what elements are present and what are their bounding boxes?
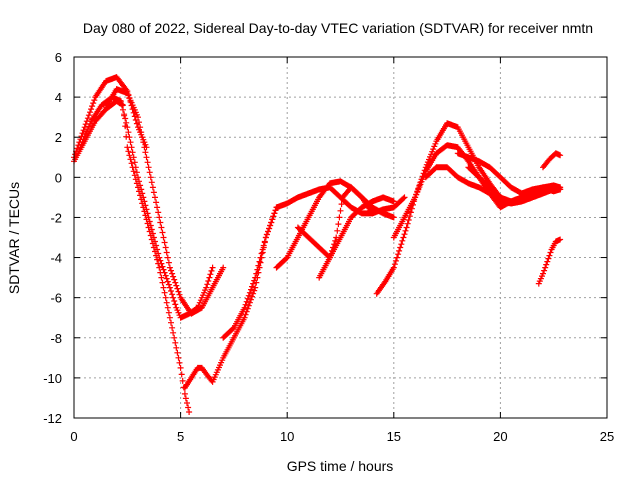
x-axis-label: GPS time / hours bbox=[287, 458, 394, 474]
y-tick-label: 0 bbox=[55, 170, 62, 185]
y-tick-label: -2 bbox=[50, 210, 62, 225]
x-tick-label: 5 bbox=[177, 429, 184, 444]
series-markers bbox=[103, 86, 227, 317]
series-14 bbox=[465, 164, 564, 207]
series-13 bbox=[454, 150, 564, 197]
x-tick-label: 20 bbox=[493, 429, 507, 444]
axis-ticks: 0 5 10 15 20 25 -12 -10 -8 -6 -4 -2 0 2 4 6 bbox=[43, 50, 614, 444]
y-tick-label: -10 bbox=[43, 371, 62, 386]
data-points bbox=[71, 74, 564, 415]
chart-title: Day 080 of 2022, Sidereal Day-to-day VTE… bbox=[83, 20, 593, 36]
series-markers bbox=[373, 120, 564, 297]
y-tick-label: 2 bbox=[55, 130, 62, 145]
series-4 bbox=[103, 86, 227, 317]
series-9 bbox=[316, 184, 376, 281]
series-markers bbox=[316, 184, 376, 281]
series-3 bbox=[77, 94, 216, 321]
series-markers bbox=[77, 94, 216, 321]
series-16 bbox=[535, 236, 564, 287]
y-tick-label: 6 bbox=[55, 50, 62, 65]
series-markers bbox=[454, 150, 564, 197]
y-tick-label: -6 bbox=[50, 291, 62, 306]
series-markers bbox=[535, 236, 564, 287]
x-tick-label: 25 bbox=[600, 429, 614, 444]
plot-frame bbox=[73, 56, 608, 419]
series-15 bbox=[540, 150, 564, 171]
y-axis-label: SDTVAR / TECUs bbox=[6, 182, 22, 294]
series-markers bbox=[465, 164, 564, 207]
x-tick-label: 15 bbox=[387, 429, 401, 444]
y-tick-label: -4 bbox=[50, 251, 62, 266]
series-markers bbox=[540, 150, 564, 171]
y-tick-label: 4 bbox=[55, 90, 62, 105]
x-tick-label: 0 bbox=[70, 429, 77, 444]
x-tick-label: 10 bbox=[280, 429, 294, 444]
series-10 bbox=[373, 120, 564, 297]
y-tick-label: -12 bbox=[43, 411, 62, 426]
y-tick-label: -8 bbox=[50, 331, 62, 346]
